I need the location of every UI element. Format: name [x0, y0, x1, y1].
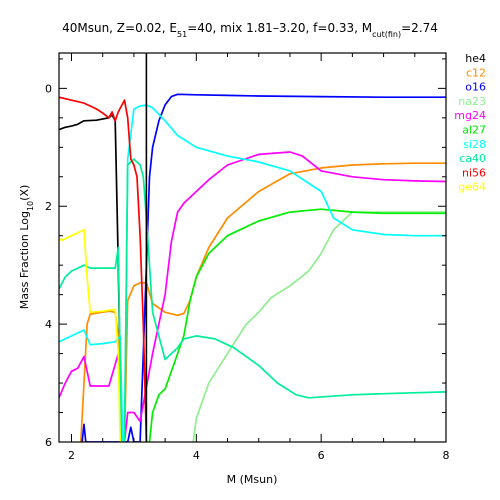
y-label-suffix: (X) [18, 185, 31, 201]
y-tick-label: 0 [45, 82, 52, 95]
legend-entry-ni56: ni56 [462, 166, 486, 179]
series-layer [59, 93, 446, 442]
legend-entry-ge64: ge64 [458, 181, 486, 194]
legend-entry-he4: he4 [465, 52, 486, 65]
series-line-he4 [59, 114, 123, 442]
legend-entry-o16: o16 [465, 81, 486, 94]
x-axis-label: M (Msun) [227, 473, 278, 486]
y-tick-label: 4 [45, 318, 52, 331]
series-line-ni56 [59, 96, 148, 442]
series-line-c12 [79, 162, 446, 442]
plot-frame [58, 52, 447, 443]
x-tick-label: 2 [68, 449, 75, 462]
x-tick-label: 6 [318, 449, 325, 462]
title-prefix: 40Msun, Z=0.02, E [62, 21, 177, 35]
title-suffix: =2.74 [401, 21, 438, 35]
x-tick-label: 8 [443, 449, 450, 462]
title-m-sub: cut(fin) [372, 30, 401, 39]
legend-entry-mg24: mg24 [454, 109, 486, 122]
title-e-sub: 51 [177, 30, 187, 39]
y-tick-label: 6 [45, 436, 52, 449]
y-tick-label: 2 [45, 200, 52, 213]
series-line-ge64 [59, 228, 122, 442]
x-tick-label: 4 [193, 449, 200, 462]
legend-entry-si28: si28 [463, 138, 486, 151]
legend-entry-ca40: ca40 [459, 152, 486, 165]
legend-entry-na23: na23 [458, 95, 486, 108]
chart-title: 40Msun, Z=0.02, E51=40, mix 1.81–3.20, f… [62, 21, 438, 39]
series-line-al27 [148, 208, 446, 442]
series-line-mg24 [59, 151, 446, 442]
series-line-o16 [81, 93, 446, 442]
series-line-si28 [59, 104, 446, 442]
series-line-na23 [192, 211, 446, 442]
y-axis-label: Mass Fraction Log10(X) [18, 185, 35, 310]
ticks-layer: 2 4 6 8 0 2 4 6 [45, 53, 450, 462]
y-label-sub: 10 [26, 201, 35, 211]
series-line-ca40 [59, 158, 446, 442]
legend-entry-al27: al27 [462, 124, 486, 137]
title-middle: =40, mix 1.81–3.20, f=0.33, M [187, 21, 372, 35]
y-label-prefix: Mass Fraction Log [18, 211, 31, 309]
legend-entry-c12: c12 [466, 66, 486, 79]
